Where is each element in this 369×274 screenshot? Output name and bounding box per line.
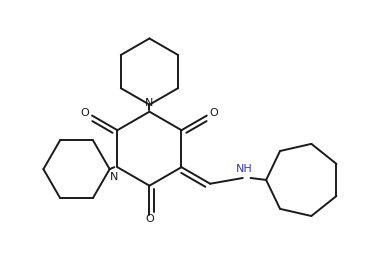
Text: O: O [145,214,154,224]
Text: N: N [110,172,118,182]
Text: N: N [145,98,154,108]
Text: NH: NH [235,164,252,174]
Text: O: O [210,108,218,118]
Text: O: O [80,108,89,118]
